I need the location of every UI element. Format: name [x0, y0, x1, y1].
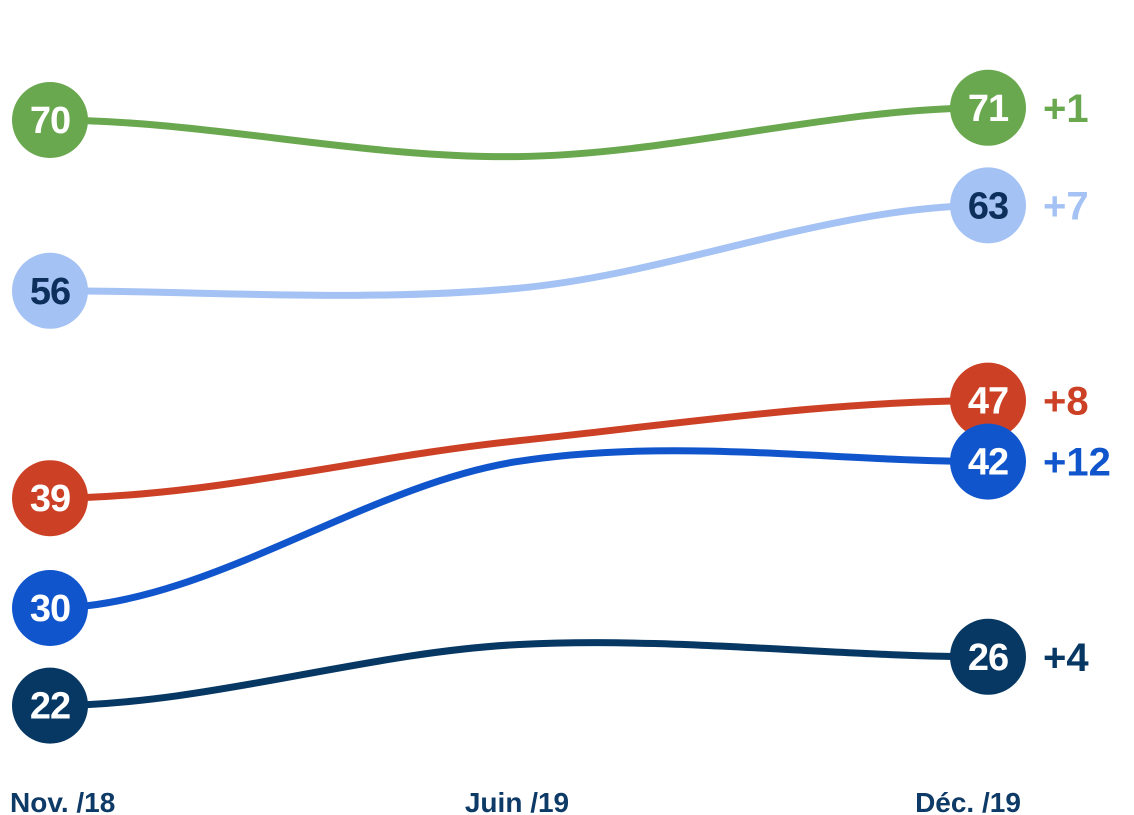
- series-line-1: [46, 104, 992, 161]
- series-2-start-marker: [12, 252, 88, 329]
- series-5-end-marker: [950, 618, 1026, 695]
- series-markers: 70 71 56 63 39 47 30 42 22 26: [12, 69, 1026, 744]
- series-3-start-value: 39: [30, 478, 70, 520]
- series-4-end-marker: [950, 423, 1026, 500]
- series-1-end-marker: [950, 69, 1026, 146]
- series-1-start-marker: [12, 82, 88, 158]
- series-4-start-value: 30: [30, 588, 70, 630]
- series-line-2: [46, 201, 992, 299]
- series-3-end-value: 47: [968, 381, 1008, 423]
- series-3-start-marker: [12, 460, 88, 537]
- series-2-delta: +7: [1043, 184, 1089, 228]
- series-5-delta: +4: [1043, 636, 1089, 680]
- x-tick-3: Déc. /19: [915, 787, 1021, 815]
- x-tick-2: Juin /19: [465, 787, 569, 815]
- series-3-delta: +8: [1043, 380, 1089, 424]
- series-4-delta: +12: [1043, 441, 1111, 485]
- series-5-end-value: 26: [968, 637, 1008, 679]
- series-line-5: [46, 639, 992, 710]
- series-5-start-value: 22: [30, 686, 70, 728]
- series-1-delta: +1: [1043, 87, 1089, 131]
- series-2-end-value: 63: [968, 185, 1008, 227]
- series-3-end-marker: [950, 362, 1026, 439]
- series-5-start-marker: [12, 667, 88, 744]
- series-2-start-value: 56: [30, 271, 70, 313]
- series-2-end-marker: [950, 167, 1026, 244]
- series-4-end-value: 42: [968, 442, 1008, 484]
- series-line-4: [46, 447, 992, 612]
- x-axis-ticks: Nov. /18 Juin /19 Déc. /19: [10, 787, 1021, 815]
- delta-labels: +1 +7 +8 +12 +4: [1043, 87, 1111, 680]
- series-1-start-value: 70: [30, 100, 70, 142]
- series-line-3: [46, 397, 992, 502]
- x-tick-1: Nov. /18: [10, 787, 115, 815]
- series-lines: [46, 104, 992, 710]
- series-1-end-value: 71: [968, 88, 1009, 130]
- series-4-start-marker: [12, 570, 88, 646]
